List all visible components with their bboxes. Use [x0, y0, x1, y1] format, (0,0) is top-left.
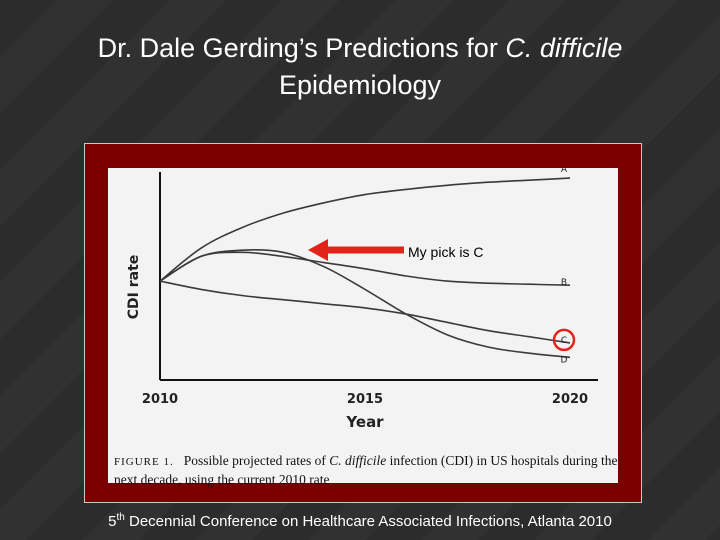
figure-caption: FIGURE 1. Possible projected rates of C. … [114, 452, 618, 488]
annotation-overlay [308, 239, 576, 352]
line-chart: 2010 2015 2020 Year CDI rate A B CD [126, 168, 598, 431]
series-line-c [159, 280, 571, 344]
title-italic: C. difficile [505, 33, 623, 63]
caption-text-post: infection (CDI) in US hospitals during t… [114, 453, 618, 487]
title-main: Dr. Dale Gerding’s Predictions for [97, 33, 506, 63]
series-label-a: A [561, 168, 568, 175]
annotation-arrow-head [308, 239, 328, 261]
footer-pre: 5 [108, 513, 117, 530]
series-label-c: C [561, 336, 567, 346]
chart-labels-layer: A B CD [561, 168, 568, 365]
highlight-circle [552, 328, 576, 352]
x-axis-label: Year [345, 413, 384, 431]
footer-post: Decennial Conference on Healthcare Assoc… [124, 513, 612, 530]
caption-text-italic: C. difficile [329, 453, 387, 468]
annotation-label: My pick is C [408, 244, 484, 260]
series-line-b [159, 251, 571, 286]
series-line-a [159, 177, 571, 282]
slide-title: Dr. Dale Gerding’s Predictions for C. di… [20, 30, 700, 104]
series-label-d: D [561, 355, 568, 365]
title-line2: Epidemiology [278, 70, 442, 100]
series-line-d [159, 249, 571, 359]
chart-axes: 2010 2015 2020 Year CDI rate [126, 172, 598, 431]
x-tick-label-2020: 2020 [552, 392, 588, 407]
series-label-b: B [561, 278, 567, 288]
caption-label: FIGURE 1. [114, 456, 174, 468]
footer-sup: th [116, 512, 125, 523]
chart-series-layer [159, 177, 571, 359]
slide-footer: 5th Decennial Conference on Healthcare A… [0, 512, 720, 530]
x-tick-label-2015: 2015 [347, 392, 383, 407]
y-axis-label: CDI rate [126, 255, 142, 320]
x-tick-label-2010: 2010 [142, 392, 178, 407]
caption-text-pre: Possible projected rates of [183, 453, 330, 468]
